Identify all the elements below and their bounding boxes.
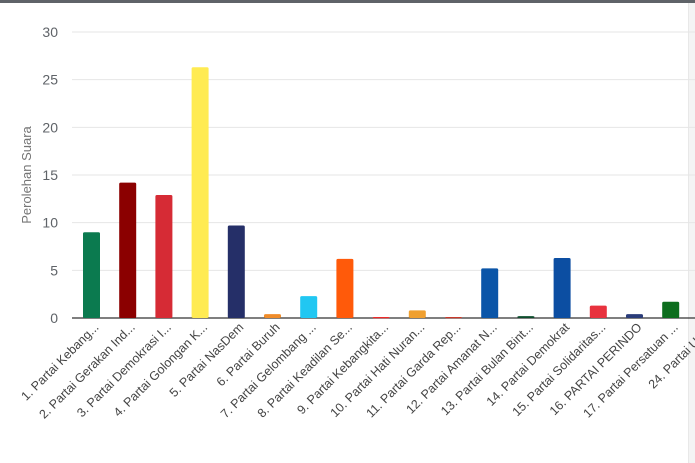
gridlines xyxy=(72,31,695,319)
bar[interactable] xyxy=(481,268,499,318)
y-tick-label: 15 xyxy=(42,167,58,183)
bar[interactable] xyxy=(626,314,643,318)
y-tick-label: 5 xyxy=(50,262,58,278)
x-axis-labels: 1. Partai Kebang...2. Partai Gerakan Ind… xyxy=(19,320,695,422)
bar[interactable] xyxy=(300,296,318,318)
y-tick-label: 0 xyxy=(50,310,58,326)
bar[interactable] xyxy=(589,305,607,318)
y-axis-ticks: 0 5 10 15 20 25 30 xyxy=(42,24,58,326)
x-category-label: 6. Partai Buruh xyxy=(214,320,283,389)
y-tick-label: 30 xyxy=(42,24,58,40)
bar[interactable] xyxy=(408,310,426,318)
bar[interactable] xyxy=(155,195,173,318)
y-tick-label: 20 xyxy=(42,119,58,135)
bar[interactable] xyxy=(83,232,100,318)
bar[interactable] xyxy=(553,257,571,318)
scrollbar[interactable] xyxy=(688,3,695,463)
bar[interactable] xyxy=(662,301,680,318)
bars xyxy=(83,67,680,319)
bar[interactable] xyxy=(445,317,462,319)
bar[interactable] xyxy=(227,225,245,318)
bar[interactable] xyxy=(336,258,354,318)
y-axis-title: Perolehan Suara xyxy=(19,125,34,223)
bar[interactable] xyxy=(119,182,137,318)
window-top-bar xyxy=(0,0,695,3)
y-tick-label: 25 xyxy=(42,72,58,88)
y-tick-label: 10 xyxy=(42,215,58,231)
bar[interactable] xyxy=(191,67,209,318)
bar[interactable] xyxy=(517,316,535,318)
bar[interactable] xyxy=(372,317,390,319)
bar[interactable] xyxy=(264,314,281,318)
